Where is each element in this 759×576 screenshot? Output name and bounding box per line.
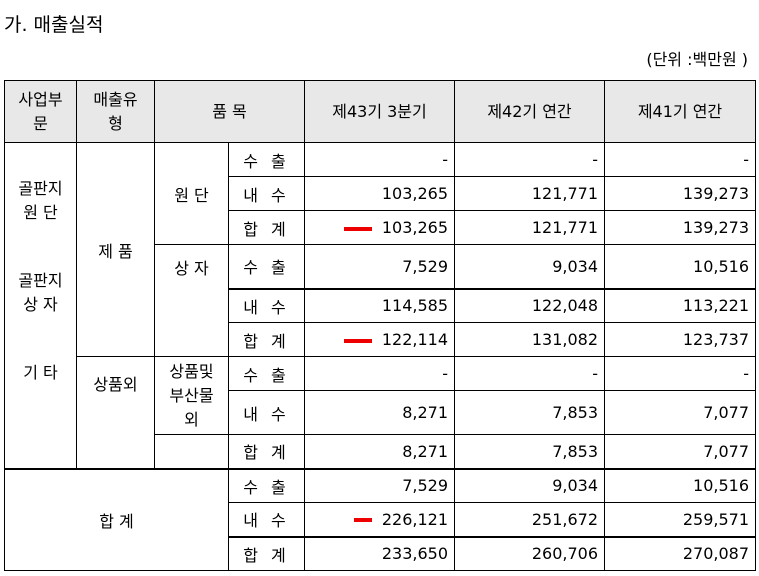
row-label: 내 수 [228, 287, 305, 323]
highlight-mark [353, 518, 372, 523]
sales-type-product: 제 품 [76, 142, 155, 357]
table-row: 합 계 103,265 121,771 139,273 [5, 210, 756, 245]
row-label: 합 계 [228, 434, 305, 469]
cell-y42: 7,853 [454, 390, 605, 435]
cell-y41: 259,571 [604, 502, 756, 537]
table-row: 내 수 8,271 7,853 7,077 [5, 390, 756, 435]
table-row: 내 수 114,585 122,048 113,221 [5, 287, 756, 323]
cell-y42: 131,082 [454, 322, 605, 357]
cell-y42: 9,034 [454, 467, 605, 503]
division-other: 기 타 [23, 363, 58, 382]
table-row: 상품외 상품및 부산물 외 수 출 - - - [5, 356, 756, 469]
item-box: 상 자 [154, 244, 229, 357]
cell-y41: 7,077 [604, 390, 756, 435]
cell-q43: 7,529 [304, 244, 455, 289]
cell-y42: 122,048 [454, 287, 605, 323]
row-label: 수 출 [228, 244, 305, 289]
row-label: 내 수 [228, 176, 305, 211]
cell-y42: 121,771 [454, 210, 605, 245]
cell-y42: 260,706 [454, 535, 605, 571]
row-label: 수 출 [228, 356, 305, 391]
table-row: 합 계 수 출 7,529 9,034 10,516 [4, 467, 756, 571]
header-y42: 제42기 연간 [454, 80, 605, 143]
cell-q43: 233,650 [304, 535, 455, 571]
cell-q43: - [304, 356, 455, 391]
header-item: 품 목 [154, 80, 305, 143]
cell-q43: 103,265 [304, 210, 455, 245]
division-box: 골판지 상 자 [18, 271, 63, 314]
table-row: 내 수 226,121 251,672 259,571 [5, 502, 756, 537]
item-merch: 상품및 부산물 외 [154, 356, 229, 435]
cell-q43: 122,114 [304, 322, 455, 357]
cell-y41: 113,221 [604, 287, 756, 323]
table-row: 내 수 103,265 121,771 139,273 [5, 176, 756, 211]
row-label: 내 수 [228, 390, 305, 435]
cell-y41: 139,273 [604, 210, 756, 245]
unit-label: (단위 :백만원 ) [646, 50, 748, 69]
table-row: 합 계 233,650 260,706 270,087 [5, 535, 756, 571]
cell-y42: - [454, 142, 605, 177]
cell-q43: 114,585 [304, 287, 455, 323]
row-label: 합 계 [228, 322, 305, 357]
sales-table: 사업부 문 매출유 형 품 목 제43기 3분기 제42기 연간 제41기 연간 골… [4, 80, 756, 571]
section-title: 가. 매출실적 [4, 14, 104, 36]
row-label: 합 계 [228, 210, 305, 245]
cell-y42: 251,672 [454, 502, 605, 537]
cell-q43: 8,271 [304, 390, 455, 435]
header-q43: 제43기 3분기 [304, 80, 455, 143]
cell-y41: 139,273 [604, 176, 756, 211]
cell-y41: - [604, 142, 756, 177]
table-header-row: 사업부 문 매출유 형 품 목 제43기 3분기 제42기 연간 제41기 연간 [4, 80, 756, 143]
header-division: 사업부 문 [4, 80, 77, 143]
cell-y42: - [454, 356, 605, 391]
row-label: 내 수 [228, 502, 305, 537]
cell-y41: 7,077 [604, 434, 756, 469]
cell-q43: 226,121 [304, 502, 455, 537]
row-label: 합 계 [228, 535, 305, 571]
total-label: 합 계 [4, 467, 229, 571]
cell-y41: 10,516 [604, 467, 756, 503]
header-sales-type: 매출유 형 [76, 80, 155, 143]
highlight-mark [343, 338, 372, 343]
cell-q43: 103,265 [304, 176, 455, 211]
table-row: 상 자 수 출 7,529 9,034 10,516 [5, 244, 756, 357]
cell-y42: 7,853 [454, 434, 605, 469]
cell-y41: 123,737 [604, 322, 756, 357]
division-cell: 골판지 원 단 골판지 상 자 기 타 [4, 142, 77, 469]
row-label: 수 출 [228, 467, 305, 503]
sales-type-merch: 상품외 [76, 356, 155, 469]
item-fabric: 원 단 [154, 142, 229, 245]
cell-q43: - [304, 142, 455, 177]
cell-q43: 8,271 [304, 434, 455, 469]
cell-y41: 10,516 [604, 244, 756, 289]
table-row: 골판지 원 단 골판지 상 자 기 타 제 품 원 단 수 출 - - - [4, 142, 756, 469]
cell-y41: 270,087 [604, 535, 756, 571]
cell-y41: - [604, 356, 756, 391]
division-fabric: 골판지 원 단 [18, 179, 63, 222]
cell-y42: 121,771 [454, 176, 605, 211]
highlight-mark [343, 226, 372, 231]
cell-y42: 9,034 [454, 244, 605, 289]
header-y41: 제41기 연간 [604, 80, 756, 143]
row-label: 수 출 [228, 142, 305, 177]
cell-q43: 7,529 [304, 467, 455, 503]
